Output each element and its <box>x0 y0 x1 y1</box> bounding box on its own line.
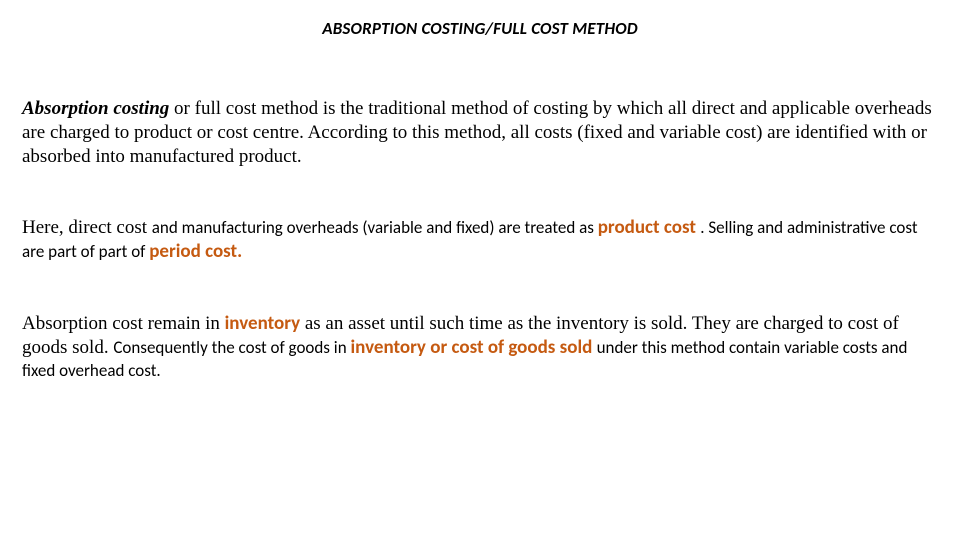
page-title: ABSORPTION COSTING/FULL COST METHOD <box>22 18 938 39</box>
paragraph-3: Absorption cost remain in inventory as a… <box>22 312 938 383</box>
term-absorption-costing: Absorption costing <box>22 98 169 119</box>
paragraph-2: Here, direct cost and manufacturing over… <box>22 216 938 264</box>
p3-lead: Absorption cost remain in <box>22 313 225 334</box>
document-page: ABSORPTION COSTING/FULL COST METHOD Abso… <box>0 0 960 540</box>
p3-sans1: Consequently the cost of goods in <box>113 337 350 358</box>
term-product-cost: product cost <box>598 216 700 239</box>
term-inventory-1: inventory <box>225 312 300 335</box>
p2-lead: Here, direct cost <box>22 217 152 238</box>
p2-mid: and manufacturing overheads (variable an… <box>152 217 598 238</box>
term-period-cost: period cost. <box>149 240 242 263</box>
term-inventory-2: inventory or <box>350 336 451 359</box>
term-cogs: cost of goods sold <box>452 336 597 359</box>
paragraph-1: Absorption costing or full cost method i… <box>22 97 938 168</box>
